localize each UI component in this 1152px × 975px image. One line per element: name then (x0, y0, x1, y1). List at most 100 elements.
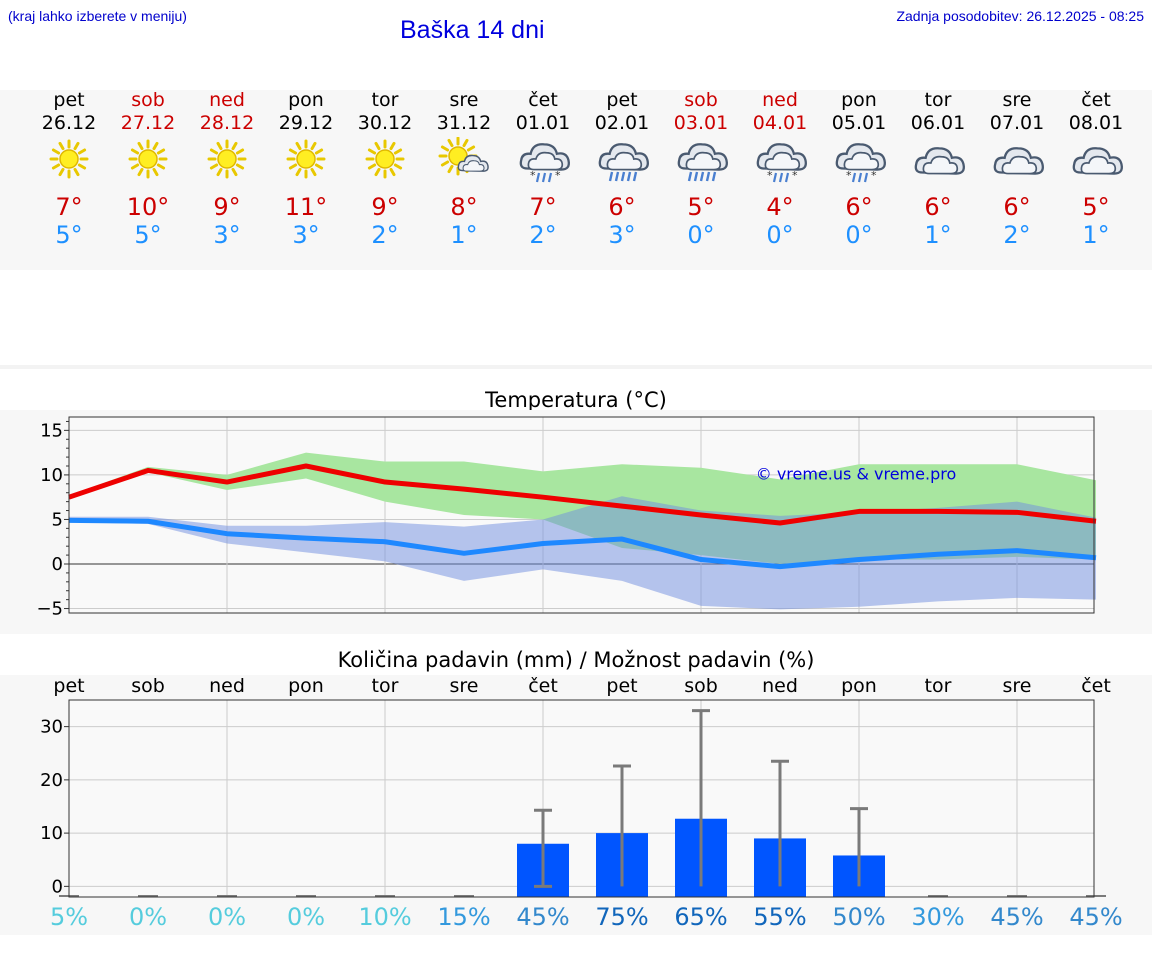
plot-frame (68, 699, 1095, 898)
day-column: ned 28.12 9° 3° (188, 88, 267, 249)
precip-day-label: pon (288, 675, 324, 697)
y-tick-label: 0 (52, 554, 63, 575)
max-temp: 6° (1003, 193, 1031, 221)
day-name: ned (209, 89, 245, 111)
day-name: pon (841, 89, 877, 111)
day-column: sob 27.12 10° 5° (109, 88, 188, 249)
plot-frame (68, 416, 1095, 614)
min-temp: 3° (292, 221, 320, 249)
min-temp: 1° (450, 221, 478, 249)
precip-day-label: pon (841, 675, 877, 697)
sun-icon (49, 139, 89, 179)
min-temp: 3° (213, 221, 241, 249)
min-temp: 0° (687, 221, 715, 249)
min-temp: 2° (1003, 221, 1031, 249)
day-column: pon 29.12 11° 3° (267, 88, 346, 249)
temperature-chart-title: Temperatura (°C) (485, 388, 667, 412)
max-temp: 8° (450, 193, 478, 221)
min-temp: 1° (924, 221, 952, 249)
page-title: Baška 14 dni (400, 16, 545, 44)
max-temp: 4° (766, 193, 794, 221)
day-name: pet (606, 89, 638, 111)
max-temp: 9° (371, 193, 399, 221)
sun-cloud-icon (438, 137, 489, 176)
svg-text:*: * (767, 169, 773, 182)
precip-day-label: sre (449, 675, 479, 697)
temperature-chart: −5 0 5 10 15 © vreme.us & vreme.pro (36, 416, 1097, 620)
day-name: sre (1002, 89, 1032, 111)
svg-text:*: * (792, 169, 798, 182)
day-date: 30.12 (357, 112, 413, 134)
precip-probability: 0% (128, 903, 168, 931)
day-name: čet (528, 89, 558, 111)
plot-area (69, 700, 1094, 897)
day-column: čet 08.01 5° 1° (1057, 88, 1136, 249)
precip-day-label: sob (684, 675, 718, 697)
max-temp: 6° (924, 193, 952, 221)
day-column: pon 05.01 * * 6° 0° (820, 88, 899, 249)
day-name: pet (53, 89, 85, 111)
max-temp: 10° (126, 193, 170, 221)
precip-probability: 45% (516, 903, 570, 931)
day-column: tor 30.12 9° 2° (346, 88, 425, 249)
day-column: sre 31.12 8° 1° (425, 88, 504, 249)
day-name: ned (762, 89, 798, 111)
sleet-icon: * * (756, 143, 807, 183)
day-date: 26.12 (41, 112, 97, 134)
min-temp: 2° (371, 221, 399, 249)
precip-day-label: pet (53, 675, 85, 697)
day-date: 28.12 (199, 112, 255, 134)
rain-icon (677, 143, 728, 182)
day-date: 05.01 (831, 112, 887, 134)
forecast-band (0, 90, 1152, 270)
y-tick-label: −5 (36, 599, 63, 620)
y-tick-label: 10 (40, 465, 63, 486)
day-date: 27.12 (120, 112, 176, 134)
day-name: sre (449, 89, 479, 111)
y-tick-label: 30 (40, 717, 63, 738)
day-name: sob (684, 89, 718, 111)
day-name: tor (371, 89, 399, 111)
day-date: 06.01 (910, 112, 966, 134)
cloud-icon (914, 147, 965, 175)
y-tick-label: 15 (40, 420, 63, 441)
day-column: pet 02.01 6° 3° (583, 88, 662, 249)
precip-day-label: tor (924, 675, 952, 697)
max-temp: 9° (213, 193, 241, 221)
max-temp: 7° (55, 193, 83, 221)
last-updated: Zadnja posodobitev: 26.12.2025 - 08:25 (896, 8, 1144, 24)
max-temp: 5° (1082, 193, 1110, 221)
svg-text:*: * (555, 169, 561, 182)
cloud-icon (993, 147, 1044, 175)
day-date: 08.01 (1068, 112, 1124, 134)
svg-text:*: * (846, 169, 852, 182)
sun-icon (365, 139, 405, 179)
day-date: 31.12 (436, 112, 492, 134)
max-temp: 7° (529, 193, 557, 221)
y-tick-label: 0 (52, 876, 63, 897)
max-temp: 5° (687, 193, 715, 221)
precip-probability: 55% (753, 903, 807, 931)
min-temp: 5° (134, 221, 162, 249)
y-tick-label: 10 (40, 823, 63, 844)
min-temp: 3° (608, 221, 636, 249)
day-date: 07.01 (989, 112, 1045, 134)
precip-day-label: tor (371, 675, 399, 697)
precip-probability: 45% (1069, 903, 1123, 931)
precip-day-label: pet (606, 675, 638, 697)
rain-icon (598, 143, 649, 182)
precip-probability: 75% (595, 903, 649, 931)
sun-icon (207, 139, 247, 179)
precip-probability: 45% (990, 903, 1044, 931)
precip-day-label: sre (1002, 675, 1032, 697)
precipitation-chart: 0 10 20 30 (40, 699, 1106, 898)
min-temp: 1° (1082, 221, 1110, 249)
region-menu-hint[interactable]: (kraj lahko izberete v meniju) (8, 8, 187, 24)
cloud-icon (1072, 147, 1123, 175)
precip-probability: 65% (674, 903, 728, 931)
precip-day-label: sob (131, 675, 165, 697)
sleet-icon: * * (835, 143, 886, 183)
precip-probability: 0% (207, 903, 247, 931)
min-temp: 2° (529, 221, 557, 249)
divider (0, 365, 1152, 369)
